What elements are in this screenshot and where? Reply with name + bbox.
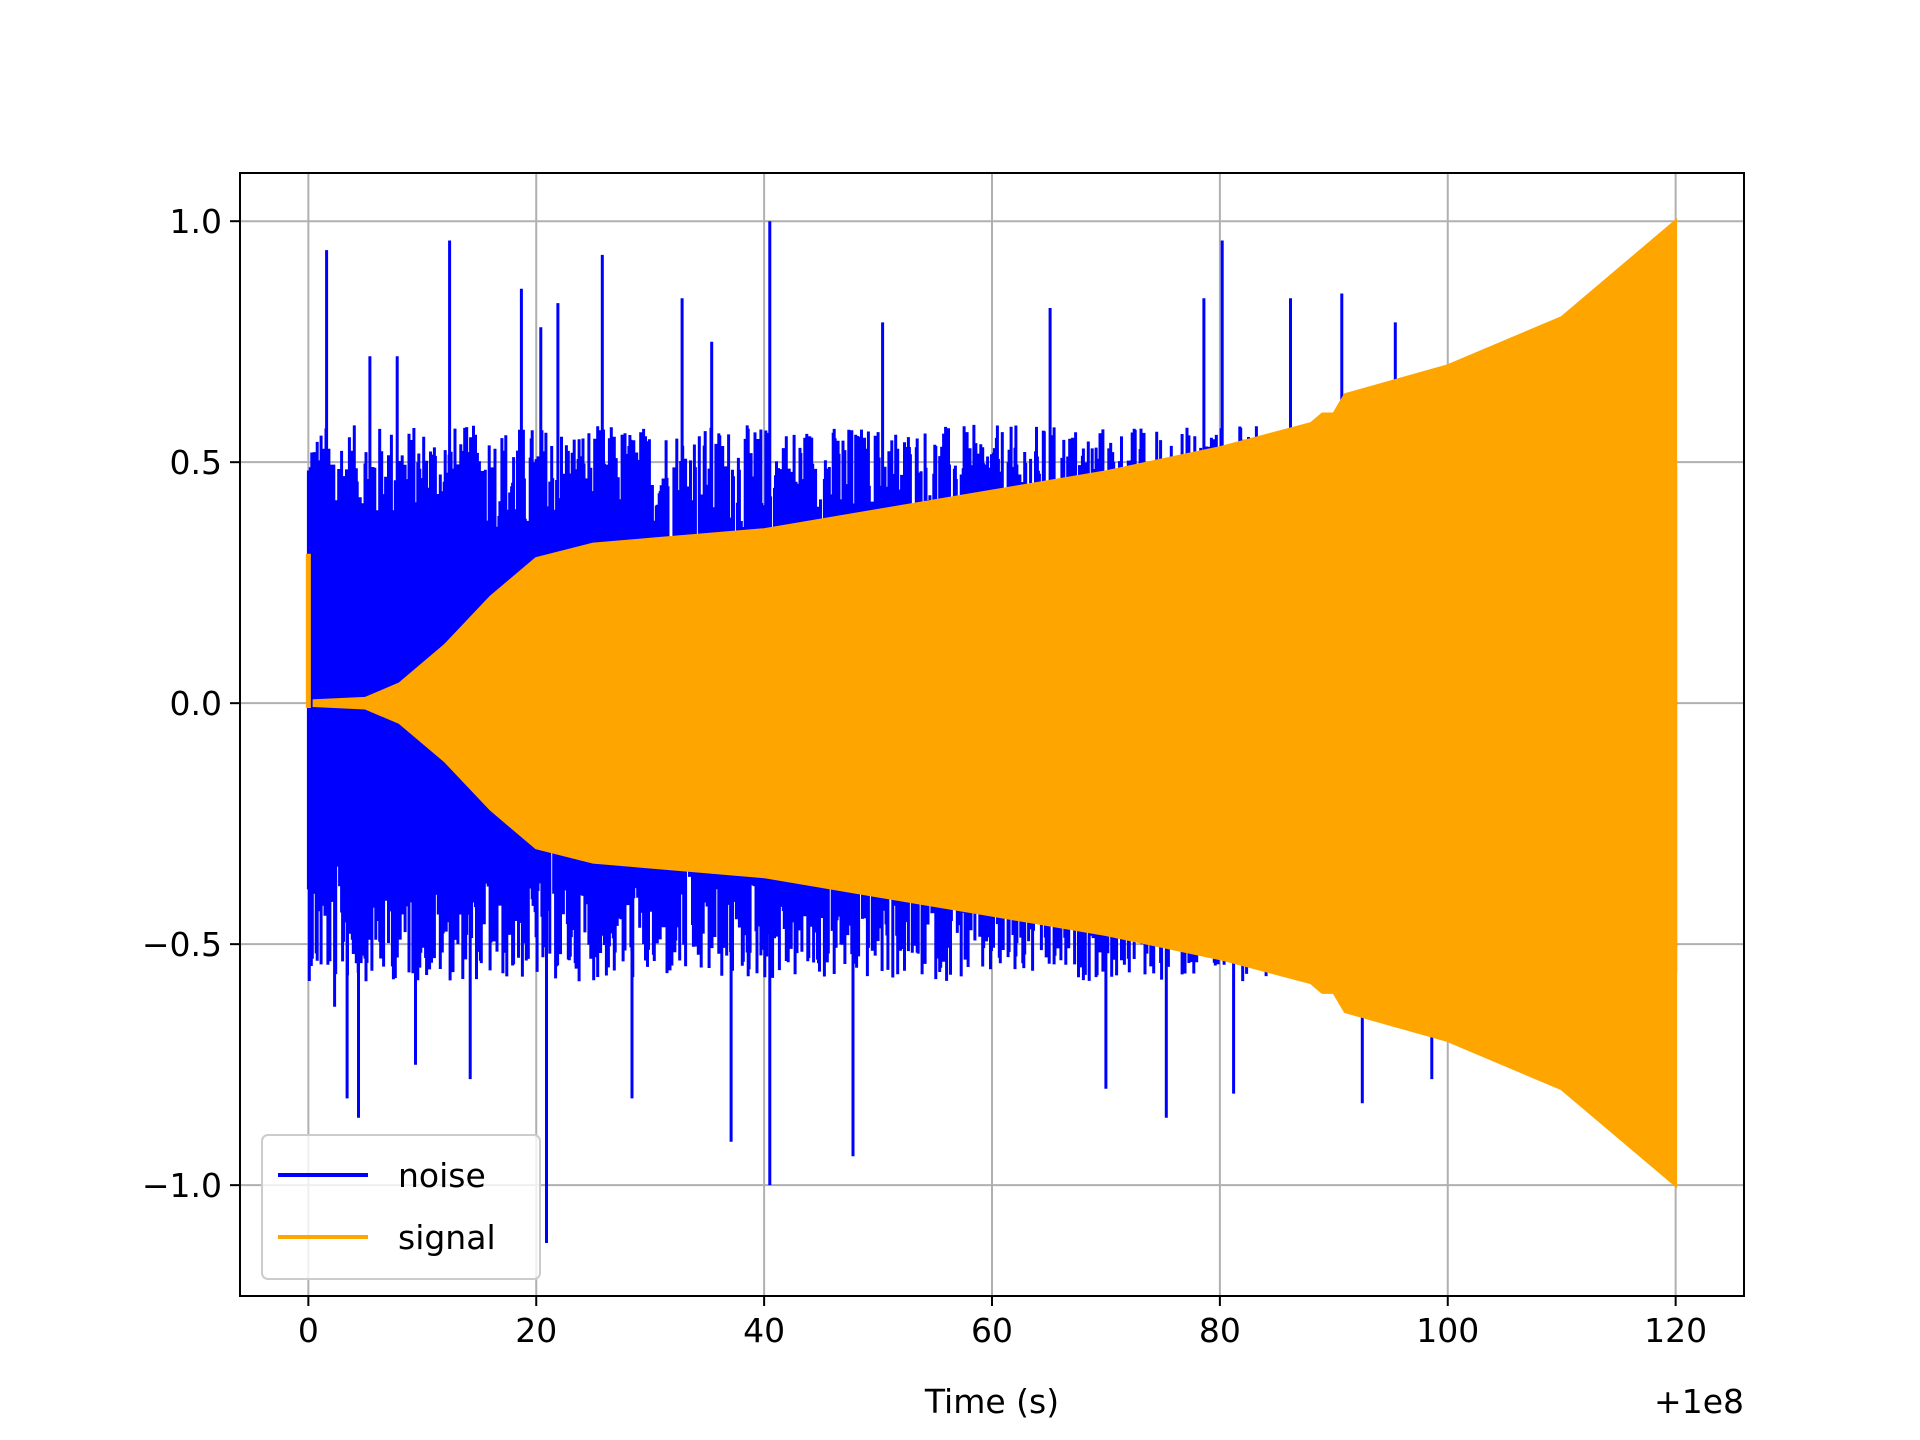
series-signal: [312, 217, 1678, 1189]
x-tick-label: 60: [971, 1311, 1013, 1350]
y-tick-label: −1.0: [142, 1166, 222, 1205]
legend-label: noise: [398, 1156, 486, 1195]
y-tick-label: 0.0: [170, 684, 222, 723]
y-tick-label: 0.5: [170, 443, 222, 482]
x-tick-label: 20: [515, 1311, 557, 1350]
series-layer: [305, 217, 1678, 1243]
x-tick-label: 120: [1644, 1311, 1707, 1350]
y-tick-label: 1.0: [170, 202, 222, 241]
x-tick-label: 0: [298, 1311, 319, 1350]
legend-label: signal: [398, 1218, 496, 1257]
y-tick-label: −0.5: [142, 925, 222, 964]
legend: noise signal: [261, 1134, 541, 1280]
x-tick-label: 80: [1199, 1311, 1241, 1350]
legend-box: [261, 1134, 541, 1280]
x-axis: 0 20 40 60 80 100 120: [298, 1296, 1707, 1350]
x-tick-label: 100: [1416, 1311, 1479, 1350]
x-tick-label: 40: [743, 1311, 785, 1350]
x-axis-label: Time (s): [924, 1382, 1059, 1421]
x-offset-label: +1e8: [1654, 1382, 1744, 1421]
y-axis: 1.0 0.5 0.0 −0.5 −1.0: [142, 202, 240, 1205]
